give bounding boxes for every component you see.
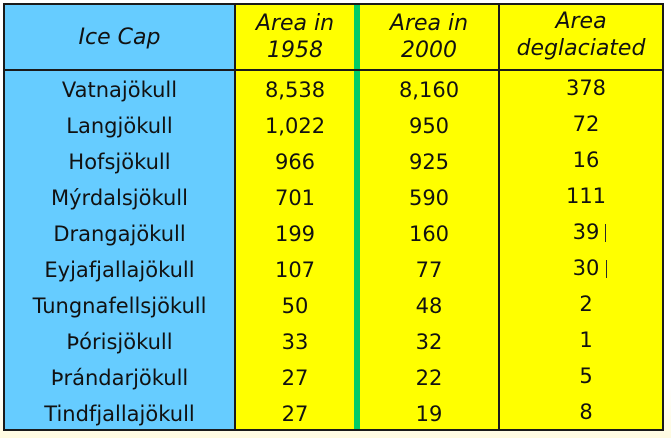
- table-row: Þórisjökull 33 32 1: [5, 324, 662, 360]
- area-1958-value: 27: [281, 402, 309, 426]
- area-deglaciated-value: 30: [572, 256, 600, 280]
- grid-vline: [234, 5, 236, 429]
- table-row: Langjökull 1,022 950 72: [5, 108, 662, 144]
- area-2000-value: 8,160: [398, 78, 460, 102]
- table-row: Þrándarjökull 27 22 5: [5, 360, 662, 396]
- table-row: Eyjafjallajökull 107 77 30: [5, 252, 662, 288]
- area-deglaciated-value: 16: [572, 148, 600, 172]
- area-deglaciated-value: 378: [565, 76, 607, 100]
- area-1958-value: 701: [274, 186, 316, 210]
- header-area-1958: Area in 1958: [236, 5, 354, 69]
- area-2000-value: 48: [415, 294, 443, 318]
- area-1958-value: 8,538: [264, 78, 326, 102]
- area-1958-column-bg: [235, 5, 354, 429]
- header-area-deglaciated-label: Area deglaciated: [516, 9, 646, 61]
- area-1958-value: 107: [274, 258, 316, 282]
- area-deglaciated-value: 111: [565, 184, 607, 208]
- area-1958-value: 1,022: [264, 114, 326, 138]
- area-2000-column-bg: [360, 5, 499, 429]
- table-row: Mýrdalsjökull 701 590 111: [5, 180, 662, 216]
- ice-cap-name: Hofsjökull: [68, 150, 171, 174]
- table-row: Hofsjökull 966 925 16: [5, 144, 662, 180]
- ice-cap-name: Langjökull: [66, 114, 173, 138]
- area-2000-value: 925: [408, 150, 450, 174]
- header-area-2000: Area in 2000: [360, 5, 498, 69]
- area-1958-value: 966: [274, 150, 316, 174]
- area-2000-value: 19: [415, 402, 443, 426]
- column-separator-green: [354, 5, 360, 429]
- cell-tick-mark: [606, 260, 607, 278]
- ice-cap-name: Eyjafjallajökull: [44, 258, 195, 282]
- ice-cap-name: Tungnafellsjökull: [32, 294, 207, 318]
- ice-cap-name: Þrándarjökull: [50, 366, 189, 390]
- ice-cap-name: Tindfjallajökull: [44, 402, 195, 426]
- header-ice-cap-label: Ice Cap: [78, 24, 161, 50]
- area-2000-value: 77: [415, 258, 443, 282]
- area-deglaciated-value: 39: [572, 220, 600, 244]
- area-deglaciated-value: 1: [579, 328, 593, 352]
- area-2000-value: 22: [415, 366, 443, 390]
- area-deglaciated-value: 2: [579, 292, 593, 316]
- cell-tick-mark: [605, 224, 606, 242]
- table-row: Tungnafellsjökull 50 48 2: [5, 288, 662, 324]
- header-area-deglaciated: Area deglaciated: [500, 5, 662, 67]
- header-ice-cap: Ice Cap: [5, 5, 234, 69]
- header-divider: [5, 69, 662, 71]
- ice-cap-name: Drangajökull: [53, 222, 186, 246]
- area-deglaciated-column-bg: [499, 5, 662, 429]
- area-deglaciated-value: 8: [579, 400, 593, 424]
- area-deglaciated-value: 5: [579, 364, 593, 388]
- header-area-1958-label: Area in 1958: [255, 11, 335, 63]
- area-deglaciated-value: 72: [572, 112, 600, 136]
- header-area-2000-label: Area in 2000: [389, 11, 469, 63]
- ice-cap-column-bg: [5, 5, 235, 429]
- area-1958-value: 199: [274, 222, 316, 246]
- area-1958-value: 27: [281, 366, 309, 390]
- ice-cap-name: Mýrdalsjökull: [51, 186, 188, 210]
- table-row: Tindfjallajökull 27 19 8: [5, 396, 662, 429]
- area-1958-value: 33: [281, 330, 309, 354]
- grid-vline: [498, 5, 500, 429]
- ice-cap-name: Vatnajökull: [61, 78, 178, 102]
- table-row: Vatnajökull 8,538 8,160 378: [5, 72, 662, 108]
- ice-cap-name: Þórisjökull: [66, 330, 173, 354]
- area-2000-value: 32: [415, 330, 443, 354]
- area-1958-value: 50: [281, 294, 309, 318]
- area-2000-value: 160: [408, 222, 450, 246]
- area-2000-value: 950: [408, 114, 450, 138]
- area-2000-value: 590: [408, 186, 450, 210]
- table-row: Drangajökull 199 160 39: [5, 216, 662, 252]
- ice-cap-area-table: Ice Cap Area in 1958 Area in 2000 Area d…: [3, 3, 664, 431]
